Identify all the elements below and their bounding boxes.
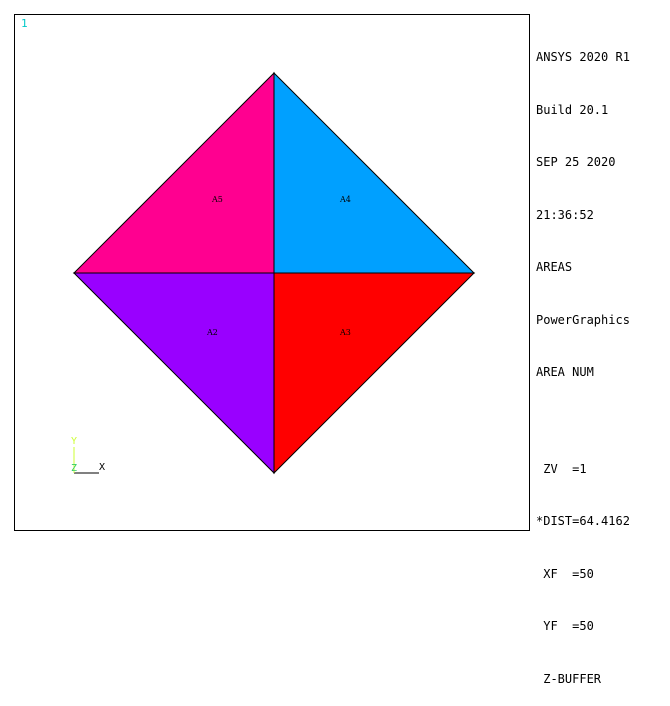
- coordinate-triad: X Y Z: [71, 436, 105, 474]
- area-a4[interactable]: [273, 71, 476, 274]
- info-line: PowerGraphics: [536, 312, 630, 327]
- info-line: YF =50: [536, 619, 594, 633]
- area-a2[interactable]: [72, 272, 275, 475]
- info-line: *DIST=64.4162: [536, 514, 630, 528]
- area-label-a3: A3: [339, 328, 351, 337]
- info-line: SEP 25 2020: [536, 155, 616, 169]
- info-line: AREA NUM: [536, 365, 594, 379]
- area-label-a4: A4: [339, 195, 351, 204]
- triad-y-label: Y: [71, 436, 77, 447]
- info-line: AREAS: [536, 260, 573, 274]
- info-line: 21:36:52: [536, 207, 594, 222]
- area-label-a2: A2: [206, 328, 218, 337]
- triad-x-label: X: [99, 462, 105, 473]
- triad-z-label: Z: [71, 463, 77, 474]
- area-a5[interactable]: [72, 71, 275, 274]
- info-line: XF =50: [536, 566, 594, 581]
- graphics-window[interactable]: 1 A5 A4 A2 A3 X Y Z: [14, 14, 530, 531]
- window-number: 1: [21, 17, 28, 30]
- info-line: Z-BUFFER: [536, 671, 602, 686]
- info-gap: [536, 417, 670, 426]
- info-panel: ANSYS 2020 R1 Build 20.1 SEP 25 2020 21:…: [536, 14, 670, 706]
- info-line: ZV =1: [536, 461, 587, 476]
- info-line: Build 20.1: [536, 102, 609, 117]
- model-view[interactable]: A5 A4 A2 A3 X Y Z: [15, 15, 531, 532]
- area-label-a5: A5: [211, 195, 223, 204]
- info-line: ANSYS 2020 R1: [536, 50, 630, 64]
- area-a3[interactable]: [273, 272, 476, 475]
